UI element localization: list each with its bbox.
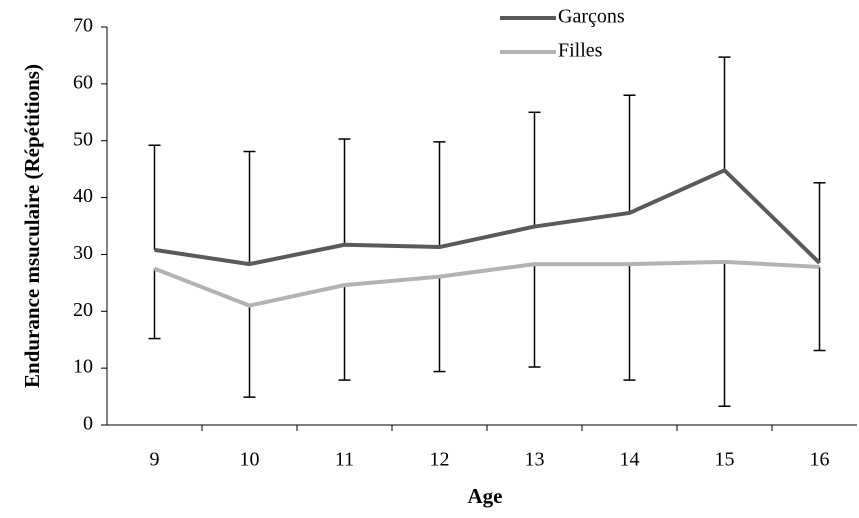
y-tick-label: 50 [73, 128, 93, 150]
y-tick-label: 0 [83, 413, 93, 435]
legend-label: Filles [558, 40, 603, 62]
y-tick-label: 40 [73, 185, 93, 207]
y-axis-title: Endurance msuculaire (Répétitions) [20, 64, 44, 388]
x-tick-label: 16 [810, 449, 830, 471]
legend-label: Garçons [558, 6, 625, 28]
x-axis-title: Age [468, 484, 503, 508]
y-tick-label: 20 [73, 299, 93, 321]
series-line [153, 259, 820, 308]
x-tick-label: 10 [240, 449, 260, 471]
series-line [154, 168, 821, 267]
y-tick-label: 60 [73, 71, 93, 93]
x-tick-label: 12 [430, 449, 450, 471]
x-tick-label: 9 [150, 449, 160, 471]
y-tick-label: 70 [73, 15, 93, 37]
y-tick-label: 10 [73, 356, 93, 378]
y-tick-label: 30 [73, 242, 93, 264]
x-tick-label: 14 [620, 449, 640, 471]
x-tick-label: 15 [715, 449, 735, 471]
x-tick-label: 13 [525, 449, 545, 471]
x-tick-label: 11 [335, 449, 354, 471]
